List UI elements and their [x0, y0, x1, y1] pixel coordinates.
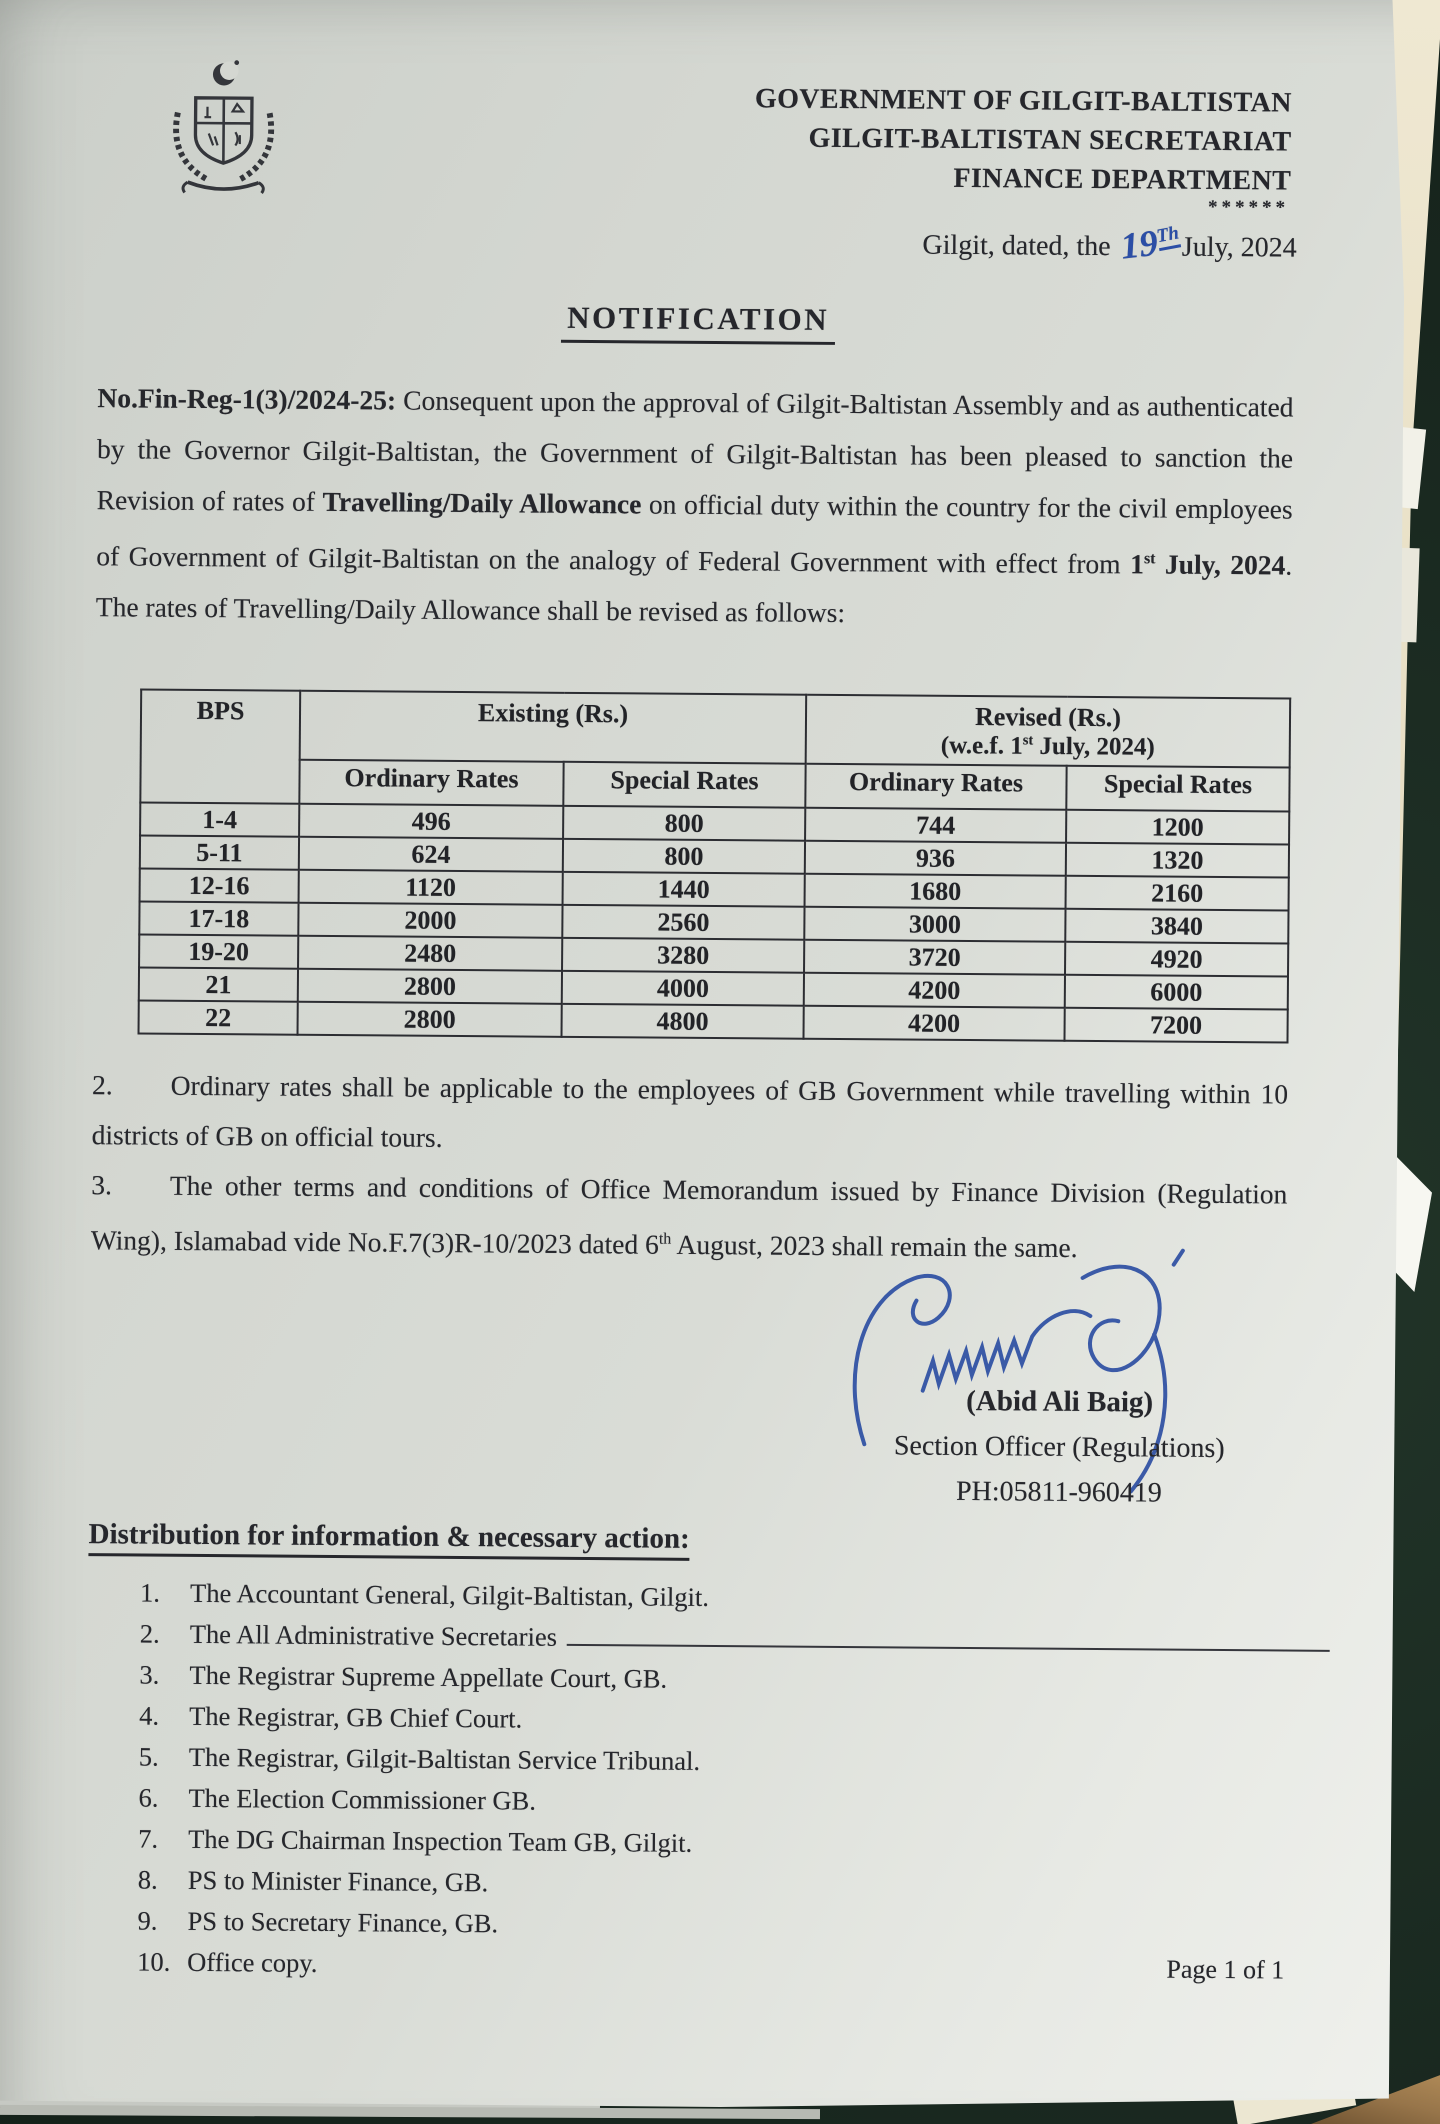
paragraph-number: 2.: [91, 1069, 113, 1101]
distribution-heading: Distribution for information & necessary…: [88, 1518, 690, 1561]
table-header-bps: BPS: [140, 689, 301, 804]
table-subheader: Special Rates: [1066, 765, 1290, 812]
distribution-list: 1. The Accountant General, Gilgit-Baltist…: [137, 1573, 1330, 1992]
reference-number: No.Fin-Reg-1(3)/2024-25:: [97, 382, 397, 416]
date-rest: July, 2024: [1181, 231, 1297, 264]
paragraph-1: No.Fin-Reg-1(3)/2024-25: Consequent upon…: [95, 382, 1294, 629]
letterhead: GOVERNMENT OF GILGIT-BALTISTAN GILGIT-BA…: [754, 79, 1292, 200]
org-name-line3: FINANCE DEPARTMENT: [953, 162, 1292, 197]
table-subheader: Special Rates: [563, 761, 806, 808]
separator-stars: ******: [1207, 196, 1290, 219]
page-title: NOTIFICATION: [560, 299, 836, 345]
government-emblem-icon: [173, 60, 275, 194]
paragraph-2: 2. Ordinary rates shall be applicable to …: [91, 1069, 1289, 1153]
date-line: Gilgit, dated, the 19Th July, 2024: [922, 221, 1297, 268]
signature-scribble: [852, 1248, 1185, 1494]
table-header-existing: Existing (Rs.): [299, 690, 807, 764]
list-item: 10. Office copy.: [137, 1946, 318, 1978]
table-header-revised: Revised (Rs.) (w.e.f. 1st July, 2024): [805, 694, 1291, 768]
signature-block: (Abid Ali Baig) Section Officer (Regulat…: [779, 1378, 1340, 1517]
blank-underline: [566, 1642, 1330, 1652]
signatory-name: (Abid Ali Baig): [966, 1385, 1154, 1419]
title-row: NOTIFICATION: [98, 296, 1298, 348]
signatory-designation: Section Officer (Regulations): [893, 1430, 1225, 1465]
date-prefix: Gilgit, dated, the: [922, 229, 1111, 263]
org-name-line1: GOVERNMENT OF GILGIT-BALTISTAN: [754, 83, 1292, 119]
signatory-phone: PH:05811-960419: [955, 1475, 1162, 1509]
table-subheader: Ordinary Rates: [299, 759, 564, 806]
org-name-line2: GILGIT-BALTISTAN SECRETARIAT: [808, 122, 1292, 158]
page-number: Page 1 of 1: [1166, 1954, 1285, 1985]
rates-table: BPS Existing (Rs.) Revised (Rs.) (w.e.f.…: [138, 688, 1292, 1043]
handwritten-day: 19Th: [1118, 222, 1182, 268]
table-subheader: Ordinary Rates: [805, 763, 1067, 810]
paragraph-number: 3.: [91, 1169, 113, 1201]
